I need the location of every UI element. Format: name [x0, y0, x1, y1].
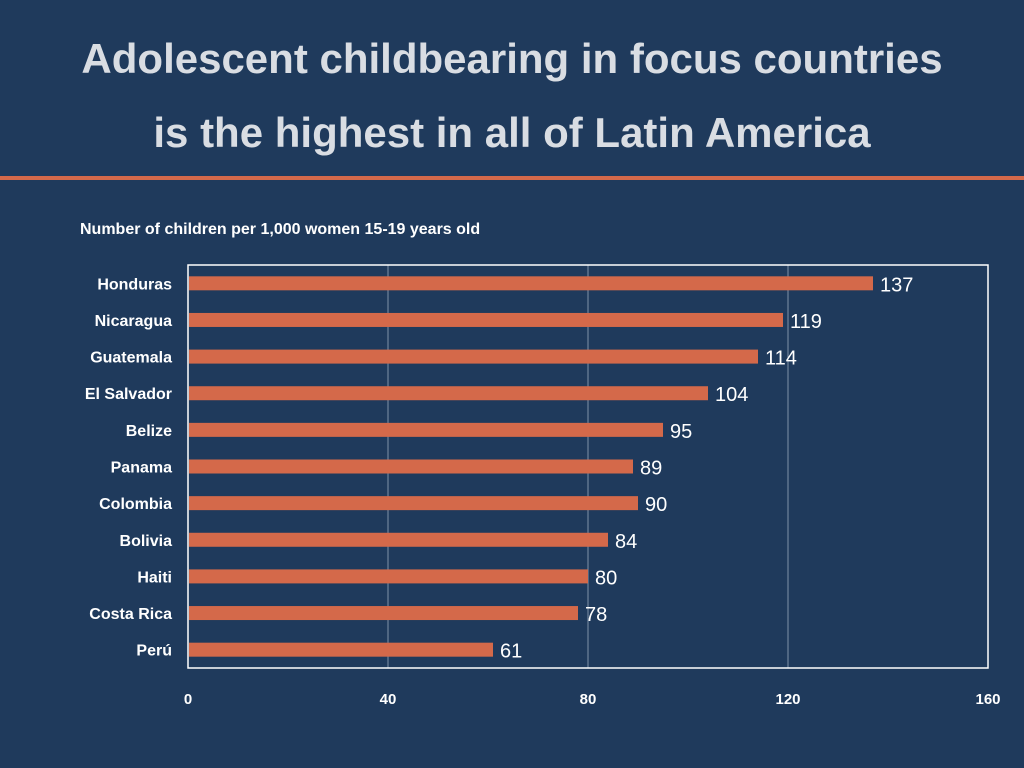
value-label-nicaragua: 119: [790, 311, 822, 333]
value-label-costa-rica: 78: [585, 604, 607, 626]
category-label-panama: Panama: [111, 460, 172, 477]
x-tick-label-120: 120: [775, 691, 800, 708]
title-divider: [0, 176, 1024, 180]
plot-frame: [187, 264, 989, 669]
bar-bolivia: [189, 532, 608, 547]
category-label-nicaragua: Nicaragua: [95, 313, 172, 330]
category-label-honduras: Honduras: [97, 276, 172, 293]
x-tick-label-80: 80: [580, 691, 597, 708]
bar-colombia: [189, 496, 638, 511]
category-label-bolivia: Bolivia: [120, 533, 173, 550]
slide-title-line-2: is the highest in all of Latin America: [153, 109, 871, 156]
category-label-colombia: Colombia: [99, 496, 172, 513]
value-label-honduras: 137: [880, 274, 913, 296]
value-label-haiti: 80: [595, 567, 617, 589]
bar-haiti: [189, 569, 588, 584]
bar-belize: [189, 422, 663, 437]
category-label-belize: Belize: [126, 423, 172, 440]
value-label-panama: 89: [640, 458, 662, 480]
bar-per-: [189, 642, 493, 657]
bar-el-salvador: [189, 386, 708, 401]
category-label-haiti: Haiti: [137, 569, 172, 586]
slide-title-line-1: Adolescent childbearing in focus countri…: [81, 35, 943, 82]
category-label-costa-rica: Costa Rica: [89, 606, 172, 623]
bar-nicaragua: [189, 312, 783, 327]
x-tick-label-160: 160: [975, 691, 1000, 708]
bar-panama: [189, 459, 633, 474]
slide-title: Adolescent childbearing in focus countri…: [0, 22, 1024, 170]
bar-guatemala: [189, 349, 758, 364]
bar-honduras: [189, 276, 873, 291]
value-label-bolivia: 84: [615, 531, 637, 553]
value-label-per-: 61: [500, 641, 522, 663]
x-tick-label-0: 0: [184, 691, 192, 708]
category-label-per-: Perú: [136, 643, 172, 660]
category-label-el-salvador: El Salvador: [85, 386, 172, 403]
category-label-guatemala: Guatemala: [90, 350, 172, 367]
x-tick-label-40: 40: [380, 691, 397, 708]
bar-costa-rica: [189, 606, 578, 621]
chart-title: Number of children per 1,000 women 15-19…: [80, 221, 481, 238]
value-label-colombia: 90: [645, 494, 667, 516]
value-label-belize: 95: [670, 421, 692, 443]
value-label-guatemala: 114: [765, 348, 797, 370]
value-label-el-salvador: 104: [715, 384, 748, 406]
